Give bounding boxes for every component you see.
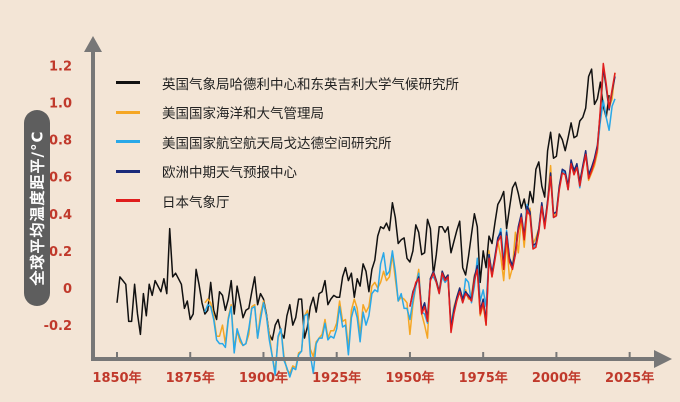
legend-swatch	[116, 169, 140, 173]
y-axis-arrow	[84, 36, 102, 52]
x-tick-label: 1875年	[166, 370, 215, 386]
y-tick-label: 1.2	[49, 59, 72, 74]
legend: 英国气象局哈德利中心和东英吉利大学气候研究所 美国国家海洋和大气管理局 美国国家…	[116, 68, 459, 216]
legend-swatch	[116, 199, 140, 203]
legend-swatch	[116, 81, 140, 85]
x-tick-label: 2025年	[605, 370, 654, 386]
legend-label: 美国国家海洋和大气管理局	[162, 106, 324, 123]
axes-layer: 1850年 1875年 1900年 1925年 1950年 1975年 2000年 2025年…	[44, 36, 672, 386]
x-axis-arrow	[654, 350, 672, 368]
x-tick-label: 2000年	[532, 370, 581, 386]
legend-label: 欧洲中期天气预报中心	[162, 165, 297, 182]
legend-item: 英国气象局哈德利中心和东英吉利大学气候研究所	[116, 68, 459, 98]
y-tick-label: 0.2	[49, 245, 72, 260]
legend-item: 美国国家海洋和大气管理局	[116, 98, 459, 128]
x-tick-label: 1950年	[385, 370, 434, 386]
y-tick-label: 0.6	[49, 171, 72, 186]
legend-item: 日本气象厅	[116, 186, 459, 216]
x-tick-label: 1900年	[239, 370, 288, 386]
legend-swatch	[116, 140, 140, 144]
series-line-4	[409, 62, 616, 334]
y-tick-label: 1.0	[49, 97, 72, 112]
y-tick-label: 0	[63, 282, 72, 297]
legend-label: 英国气象局哈德利中心和东英吉利大学气候研究所	[162, 76, 459, 93]
y-axis-label-background	[24, 110, 50, 306]
legend-label: 日本气象厅	[162, 194, 230, 211]
y-tick-label: -0.2	[44, 319, 72, 334]
x-tick-label: 1925年	[312, 370, 361, 386]
x-tick-label: 1975年	[459, 370, 508, 386]
y-axis-label: 全球平均温度距平/°C	[28, 130, 47, 286]
legend-item: 欧洲中期天气预报中心	[116, 157, 459, 187]
x-tick-label: 1850年	[92, 370, 141, 386]
y-tick-label: 0.4	[49, 208, 72, 223]
legend-item: 美国国家航空航天局戈达德空间研究所	[116, 127, 459, 157]
legend-swatch	[116, 110, 140, 114]
series-layer	[116, 62, 616, 378]
y-tick-label: 0.8	[49, 134, 72, 149]
legend-label: 美国国家航空航天局戈达德空间研究所	[162, 135, 392, 152]
